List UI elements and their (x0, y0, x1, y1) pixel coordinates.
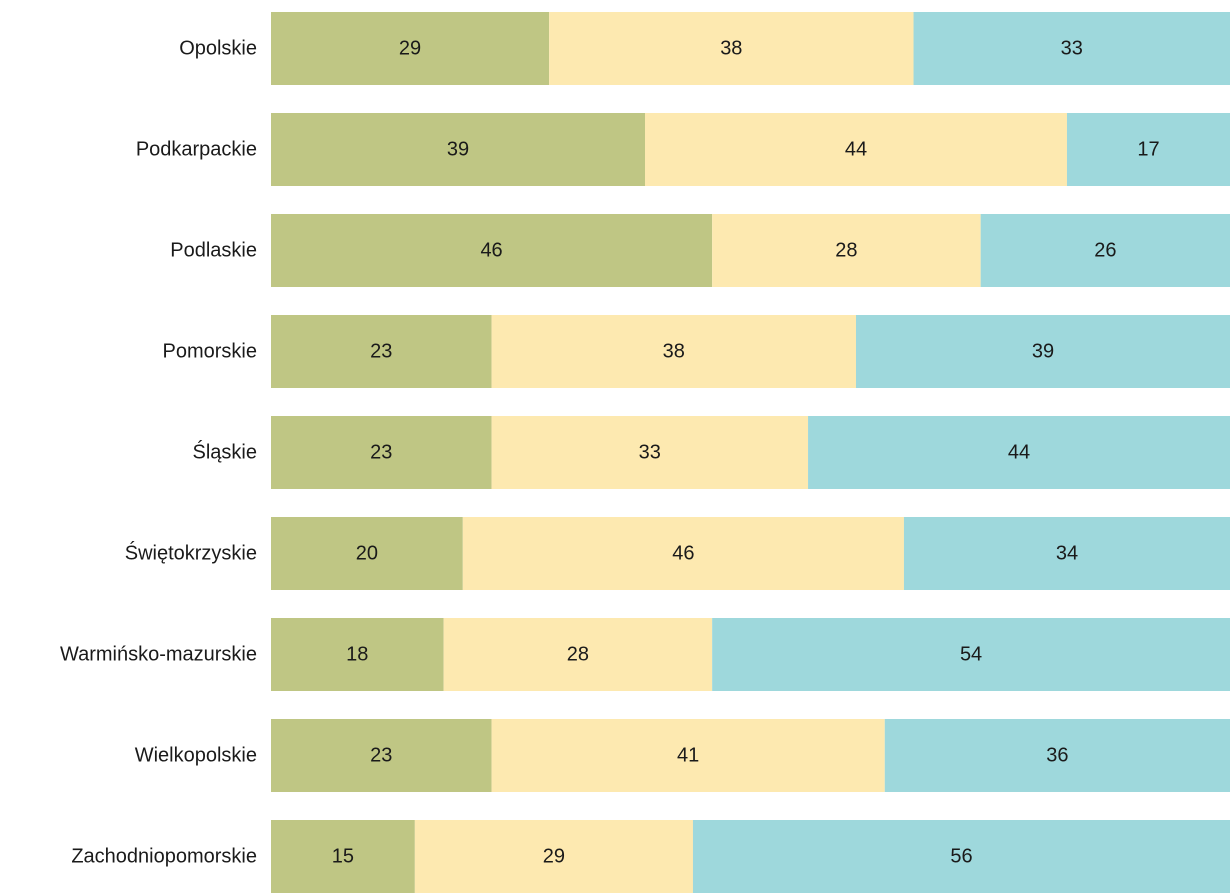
bar-segment-zachodniopomorskie-series-2 (414, 820, 693, 893)
bar-segment-wielkopolskie-series-3 (884, 719, 1230, 792)
bar-segment-podkarpackie-series-2 (645, 113, 1067, 186)
bar-segment-wielkopolskie-series-1 (271, 719, 492, 792)
value-label-zachodniopomorskie-series-2: 29 (543, 846, 565, 868)
bar-segment-swietokrzyskie-series-1 (271, 517, 463, 590)
value-label-pomorskie-series-2: 38 (663, 341, 685, 363)
bar-segment-opolskie-series-2 (549, 12, 914, 85)
bar-segment-slaskie-series-1 (271, 416, 492, 489)
bar-segment-swietokrzyskie-series-2 (462, 517, 904, 590)
value-label-podlaskie-series-3: 26 (1094, 240, 1116, 262)
value-label-swietokrzyskie-series-3: 34 (1056, 543, 1078, 565)
value-labels: 29 38 33 39 44 17 46 28 26 23 38 39 23 33 44 20 46 34 18 28… (332, 38, 1160, 868)
category-label-pomorskie: Pomorskie (163, 341, 257, 363)
bar-segment-podkarpackie-series-3 (1066, 113, 1230, 186)
value-label-podlaskie-series-2: 28 (835, 240, 857, 262)
value-label-wielkopolskie-series-2: 41 (677, 745, 699, 767)
category-label-zachodniopomorskie: Zachodniopomorskie (71, 846, 257, 868)
value-label-podkarpackie-series-3: 17 (1137, 139, 1159, 161)
bar-segment-pomorskie-series-1 (271, 315, 492, 388)
bar-segment-wielkopolskie-series-2 (491, 719, 885, 792)
value-label-wielkopolskie-series-3: 36 (1046, 745, 1068, 767)
value-label-warminsko-mazurskie-series-2: 28 (567, 644, 589, 666)
bar-segment-podkarpackie-series-1 (271, 113, 646, 186)
bar-segment-warminsko-mazurskie-series-2 (443, 618, 713, 691)
value-label-wielkopolskie-series-1: 23 (370, 745, 392, 767)
category-label-wielkopolskie: Wielkopolskie (135, 745, 257, 767)
value-label-opolskie-series-2: 38 (720, 38, 742, 60)
value-label-slaskie-series-3: 44 (1008, 442, 1030, 464)
bar-segment-pomorskie-series-3 (855, 315, 1230, 388)
bar-segment-swietokrzyskie-series-3 (903, 517, 1230, 590)
category-label-swietokrzyskie: Świętokrzyskie (125, 541, 257, 565)
bar-segment-podlaskie-series-3 (980, 214, 1230, 287)
category-label-opolskie: Opolskie (179, 38, 257, 60)
value-label-warminsko-mazurskie-series-1: 18 (346, 644, 368, 666)
value-label-podkarpackie-series-2: 44 (845, 139, 867, 161)
bar-segment-opolskie-series-1 (271, 12, 550, 85)
bar-segment-zachodniopomorskie-series-1 (271, 820, 415, 893)
value-label-podkarpackie-series-1: 39 (447, 139, 469, 161)
bar-segment-slaskie-series-3 (808, 416, 1230, 489)
category-label-podkarpackie: Podkarpackie (136, 139, 257, 161)
category-label-slaskie: Śląskie (193, 440, 257, 464)
value-label-opolskie-series-3: 33 (1061, 38, 1083, 60)
value-label-opolskie-series-1: 29 (399, 38, 421, 60)
value-label-pomorskie-series-1: 23 (370, 341, 392, 363)
value-label-zachodniopomorskie-series-1: 15 (332, 846, 354, 868)
category-label-podlaskie: Podlaskie (170, 240, 257, 262)
value-label-pomorskie-series-3: 39 (1032, 341, 1054, 363)
value-label-podlaskie-series-1: 46 (480, 240, 502, 262)
bar-segment-warminsko-mazurskie-series-3 (712, 618, 1230, 691)
bar-segment-podlaskie-series-1 (271, 214, 713, 287)
bar-segment-opolskie-series-3 (913, 12, 1230, 85)
category-label-warminsko-mazurskie: Warmińsko-mazurskie (60, 644, 257, 666)
value-label-zachodniopomorskie-series-3: 56 (950, 846, 972, 868)
value-label-slaskie-series-1: 23 (370, 442, 392, 464)
value-label-slaskie-series-2: 33 (639, 442, 661, 464)
bars-layer (271, 12, 1230, 893)
bar-segment-podlaskie-series-2 (712, 214, 981, 287)
bar-segment-pomorskie-series-2 (491, 315, 856, 388)
value-label-swietokrzyskie-series-2: 46 (672, 543, 694, 565)
bar-segment-warminsko-mazurskie-series-1 (271, 618, 444, 691)
category-labels: Opolskie Podkarpackie Podlaskie Pomorskie Śl… (60, 38, 257, 868)
value-label-swietokrzyskie-series-1: 20 (356, 543, 378, 565)
bar-segment-slaskie-series-2 (491, 416, 809, 489)
bar-segment-zachodniopomorskie-series-3 (692, 820, 1230, 893)
value-label-warminsko-mazurskie-series-3: 54 (960, 644, 982, 666)
